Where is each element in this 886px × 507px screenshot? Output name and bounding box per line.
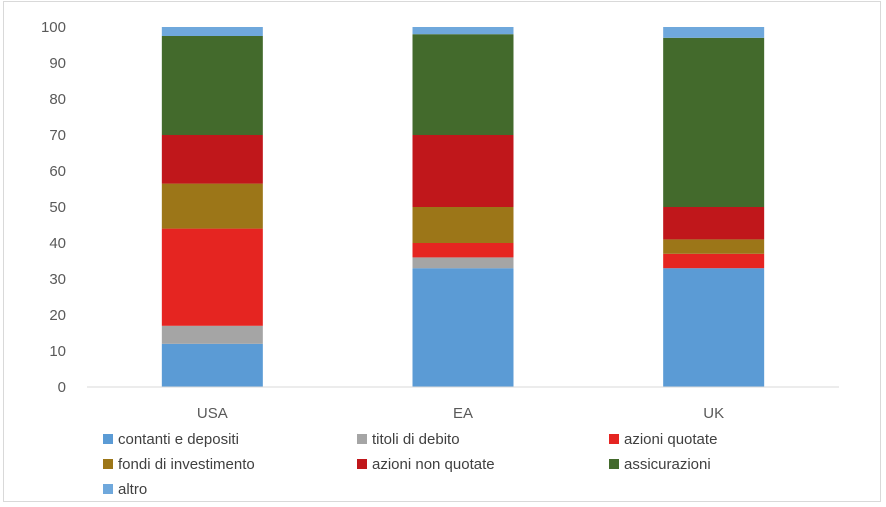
bar-segment-usa-5 — [161, 36, 263, 135]
legend-label: azioni quotate — [624, 431, 717, 448]
bar-segment-uk-6 — [663, 27, 765, 38]
y-tick-label: 70 — [49, 127, 66, 144]
bar-segment-usa-6 — [161, 27, 263, 36]
bar-segment-ea-6 — [412, 27, 514, 35]
y-tick-label: 0 — [58, 379, 66, 396]
bar-segment-usa-1 — [161, 325, 263, 344]
legend-item: azioni quotate — [609, 431, 717, 448]
bar-segment-uk-4 — [663, 207, 765, 240]
legend-label: fondi di investimento — [118, 456, 255, 473]
x-axis-tick-labels: USA EA UK — [197, 405, 724, 422]
y-tick-label: 80 — [49, 91, 66, 108]
y-tick-label: 20 — [49, 307, 66, 324]
bar-segment-usa-4 — [161, 135, 263, 184]
y-tick-label: 50 — [49, 199, 66, 216]
legend-item: assicurazioni — [609, 456, 711, 473]
y-tick-label: 10 — [49, 343, 66, 360]
bar-segment-ea-1 — [412, 257, 514, 269]
bar-segment-ea-3 — [412, 207, 514, 243]
bar-segment-uk-5 — [663, 37, 765, 207]
legend-item: azioni non quotate — [357, 456, 495, 473]
legend-swatch — [103, 459, 113, 469]
legend-label: assicurazioni — [624, 456, 711, 473]
bar-segment-ea-4 — [412, 135, 514, 207]
legend-item: fondi di investimento — [103, 456, 255, 473]
x-tick-label: EA — [453, 405, 473, 422]
legend-swatch — [609, 459, 619, 469]
bar-segment-usa-2 — [161, 228, 263, 326]
bar-segment-usa-3 — [161, 183, 263, 229]
legend-swatch — [357, 459, 367, 469]
bar-segment-uk-2 — [663, 253, 765, 269]
legend-label: altro — [118, 481, 147, 498]
bar-segment-ea-5 — [412, 34, 514, 136]
y-tick-label: 30 — [49, 271, 66, 288]
y-tick-label: 90 — [49, 55, 66, 72]
legend-swatch — [357, 434, 367, 444]
legend-swatch — [103, 434, 113, 444]
legend-swatch — [609, 434, 619, 444]
legend: contanti e depositi titoli di debito azion… — [103, 431, 717, 498]
y-tick-label: 40 — [49, 235, 66, 252]
bar-segment-ea-2 — [412, 243, 514, 258]
bar-segment-uk-3 — [663, 239, 765, 254]
legend-item: contanti e depositi — [103, 431, 239, 448]
bar-segment-usa-0 — [161, 343, 263, 387]
x-tick-label: UK — [703, 405, 724, 422]
legend-item: altro — [103, 481, 147, 498]
y-tick-label: 60 — [49, 163, 66, 180]
legend-label: titoli di debito — [372, 431, 460, 448]
legend-label: azioni non quotate — [372, 456, 495, 473]
y-tick-label: 100 — [41, 19, 66, 36]
bar-segment-ea-0 — [412, 268, 514, 387]
legend-swatch — [103, 484, 113, 494]
y-axis-tick-labels: 0 10 20 30 40 50 60 70 80 90 100 — [41, 19, 66, 396]
x-tick-label: USA — [197, 405, 228, 422]
legend-label: contanti e depositi — [118, 431, 239, 448]
legend-item: titoli di debito — [357, 431, 460, 448]
bars — [161, 27, 765, 387]
bar-segment-uk-0 — [663, 268, 765, 387]
